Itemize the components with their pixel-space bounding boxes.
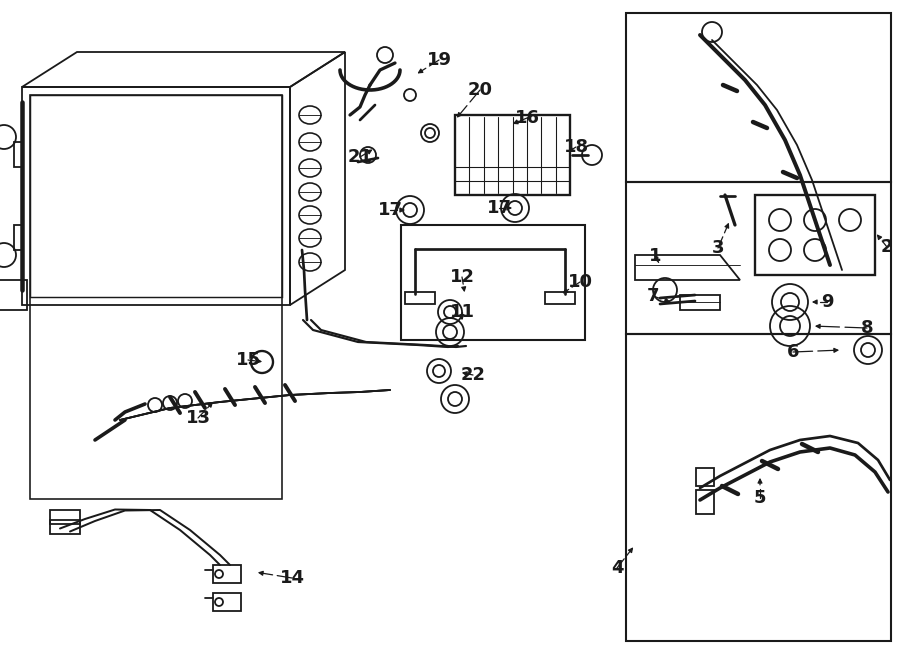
Text: 13: 13 [185,409,211,427]
Text: 16: 16 [515,109,539,127]
Text: 21: 21 [347,148,373,166]
Text: 17: 17 [377,201,402,219]
Text: 20: 20 [467,81,492,99]
Text: 4: 4 [611,559,623,577]
Bar [626,334,891,641]
Text: 11: 11 [449,303,474,321]
Text: 8: 8 [860,319,873,337]
Text: 22: 22 [461,366,485,384]
Bar [213,593,241,611]
Text: 5: 5 [754,489,766,507]
Text: 14: 14 [280,569,304,587]
Text: 18: 18 [563,138,589,156]
Text: 19: 19 [427,51,452,69]
Text: 10: 10 [568,273,592,291]
Text: 1: 1 [649,247,662,265]
Bar [50,520,80,534]
Text: 6: 6 [787,343,799,361]
Bar [755,195,875,275]
Bar [405,292,435,304]
Bar [626,13,891,182]
Text: 2: 2 [881,238,893,256]
Bar [30,95,282,499]
Bar [545,292,575,304]
Bar [50,510,80,524]
Bar [696,490,714,514]
Bar [626,182,891,334]
Bar [400,225,585,340]
Text: 9: 9 [821,293,833,311]
Text: 3: 3 [712,239,724,257]
Bar [213,565,241,583]
Text: 15: 15 [236,351,260,369]
Bar [696,468,714,486]
Text: 7: 7 [647,287,659,305]
Text: 12: 12 [449,268,474,286]
Text: 17: 17 [487,199,511,217]
Bar [455,115,570,195]
